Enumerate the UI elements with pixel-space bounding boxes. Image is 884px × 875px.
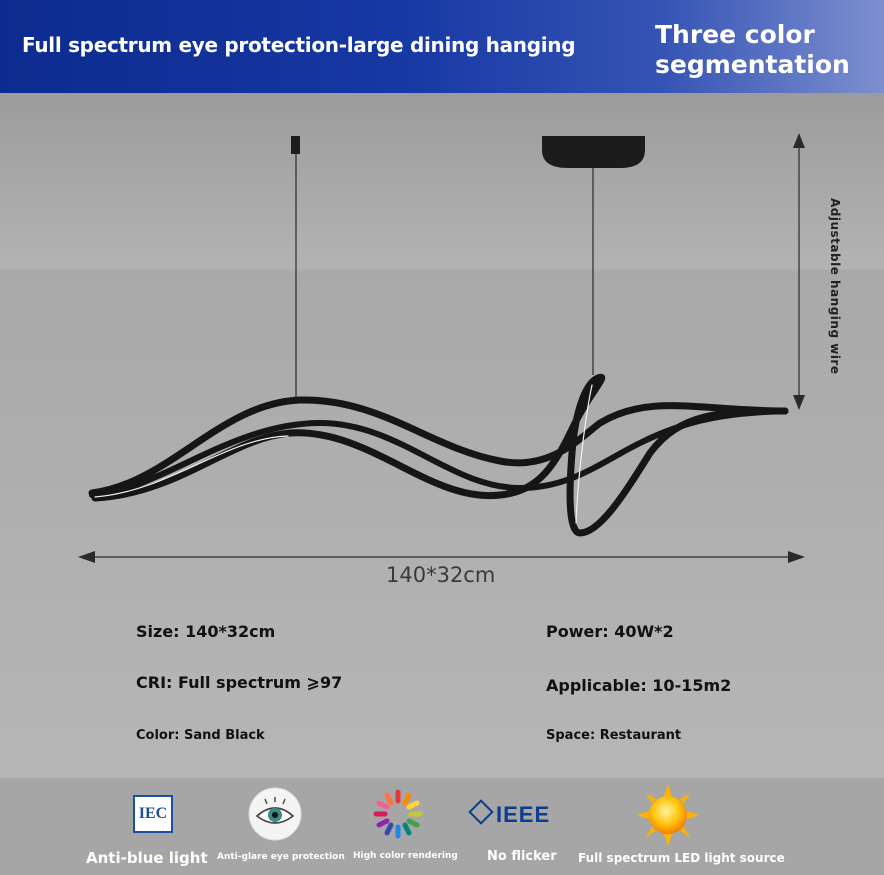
banner-title: Full spectrum eye protection-large dinin… [22,33,576,57]
height-arrow-top [793,133,805,148]
width-arrow-right [788,551,805,563]
sun-icon [637,784,699,846]
ieee-logo-text: IEEE [496,802,551,827]
feature-label-full-spectrum: Full spectrum LED light source [578,851,785,865]
feature-label-color-rendering: High color rendering [353,851,458,861]
feature-label-no-flicker: No flicker [487,849,557,864]
width-arrow-left [78,551,95,563]
height-arrow-bottom [793,395,805,410]
spec-color: Color: Sand Black [136,728,265,743]
width-label: 140*32cm [386,563,496,587]
color-wheel-icon [373,789,423,839]
lamp-body [88,373,789,537]
product-scene: 140*32cm Adjustable hanging wire Size: 1… [0,93,884,778]
feature-bar: IEC Anti-blue light Anti-glare eye prote… [0,778,884,875]
pendant-lamp-illustration [78,133,805,563]
led-strip-glow [94,384,593,524]
left-wire-clip [291,136,300,154]
header-banner: Full spectrum eye protection-large dinin… [0,0,884,93]
feature-label-anti-blue: Anti-blue light [86,849,208,867]
spec-applicable: Applicable: 10-15m2 [546,676,732,695]
banner-subtitle: Three color segmentation [655,20,850,79]
height-label: Adjustable hanging wire [828,198,842,375]
spec-power: Power: 40W*2 [546,622,674,641]
ceiling-canopy [542,136,645,168]
feature-label-anti-glare: Anti-glare eye protection [217,852,345,862]
spec-space: Space: Restaurant [546,728,682,743]
spec-size: Size: 140*32cm [136,622,276,641]
iec-logo-icon: IEC [133,795,173,833]
spec-cri: CRI: Full spectrum ⩾97 [136,673,343,692]
eye-icon [248,787,302,841]
ieee-logo-icon: IEEE [468,799,551,828]
